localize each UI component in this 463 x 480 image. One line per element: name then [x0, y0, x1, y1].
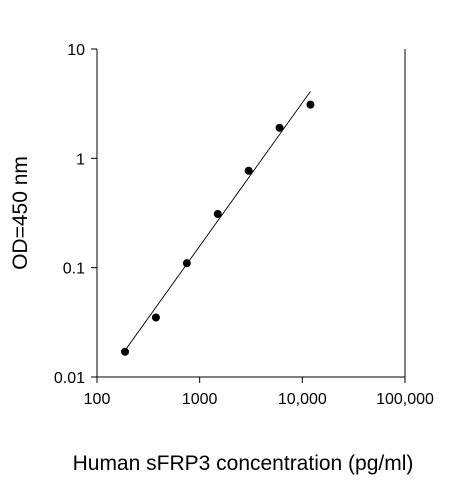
- plot-frame: [96, 49, 406, 378]
- fit-layer: [124, 91, 311, 351]
- y-tick-label: 0.1: [63, 261, 85, 278]
- points-layer: [121, 100, 315, 356]
- y-ticks: 0.01 0.1 1 10: [54, 42, 97, 387]
- y-axis-title: OD=450 nm: [9, 156, 32, 270]
- data-point: [275, 123, 284, 132]
- y-tick-label: 10: [67, 42, 85, 59]
- data-point: [121, 347, 130, 356]
- x-tick-label: 100,000: [376, 391, 434, 408]
- x-axis-title: Human sFRP3 concentration (pg/ml): [73, 452, 414, 475]
- y-tick-label: 1: [76, 151, 85, 168]
- y-tick-label: 0.01: [54, 370, 85, 387]
- data-point: [306, 100, 315, 109]
- x-tick-label: 10,000: [278, 391, 327, 408]
- x-tick-label: 1000: [182, 391, 218, 408]
- data-point: [151, 313, 160, 322]
- data-point: [213, 209, 222, 218]
- x-ticks: 100 1000 10,000 100,000: [84, 377, 434, 408]
- data-point: [182, 259, 191, 268]
- x-tick-label: 100: [84, 391, 111, 408]
- data-point: [244, 166, 253, 175]
- fit-line: [124, 91, 311, 351]
